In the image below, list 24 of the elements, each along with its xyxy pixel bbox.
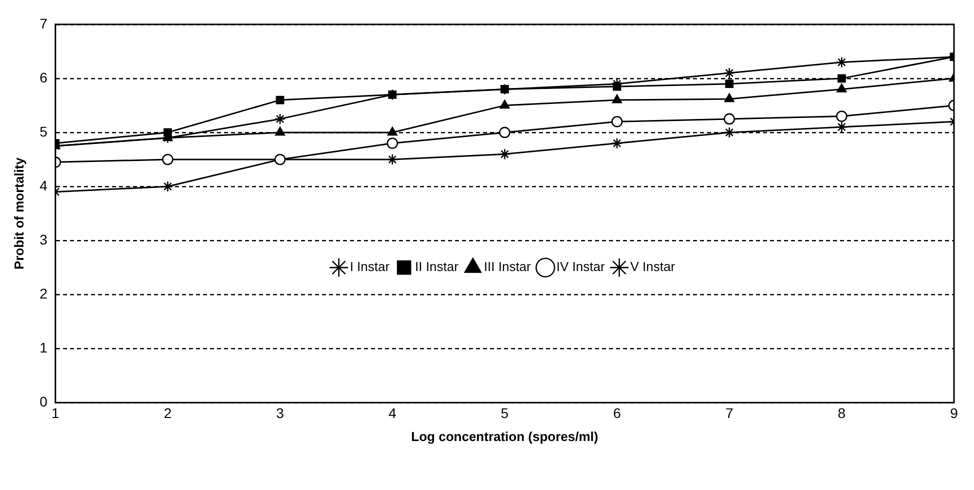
x-tick-label: 2 xyxy=(164,404,172,421)
y-tick-label: 7 xyxy=(40,15,48,32)
y-tick-label: 1 xyxy=(40,339,48,356)
legend-label: V Instar xyxy=(630,259,676,274)
legend-label: II Instar xyxy=(415,259,460,274)
x-tick-label: 6 xyxy=(613,404,622,421)
x-tick-label: 8 xyxy=(838,404,846,421)
y-tick-label: 3 xyxy=(40,231,48,248)
y-axis-title: Probit of mortality xyxy=(11,156,26,270)
x-tick-label: 3 xyxy=(276,404,284,421)
y-tick-label: 0 xyxy=(40,393,48,410)
x-tick-label: 7 xyxy=(725,404,734,421)
legend-label: III Instar xyxy=(484,259,532,274)
y-tick-label: 6 xyxy=(40,69,48,86)
x-axis-title: Log concentration (spores/ml) xyxy=(411,428,598,444)
y-tick-label: 4 xyxy=(40,177,48,194)
x-tick-label: 1 xyxy=(51,404,60,421)
y-tick-label: 5 xyxy=(40,123,48,140)
x-tick-label: 4 xyxy=(388,404,396,421)
legend-label: IV Instar xyxy=(556,259,606,274)
x-tick-label: 9 xyxy=(950,404,958,421)
y-tick-label: 2 xyxy=(40,285,48,302)
legend-label: I Instar xyxy=(350,259,390,274)
x-tick-label: 5 xyxy=(500,404,509,421)
